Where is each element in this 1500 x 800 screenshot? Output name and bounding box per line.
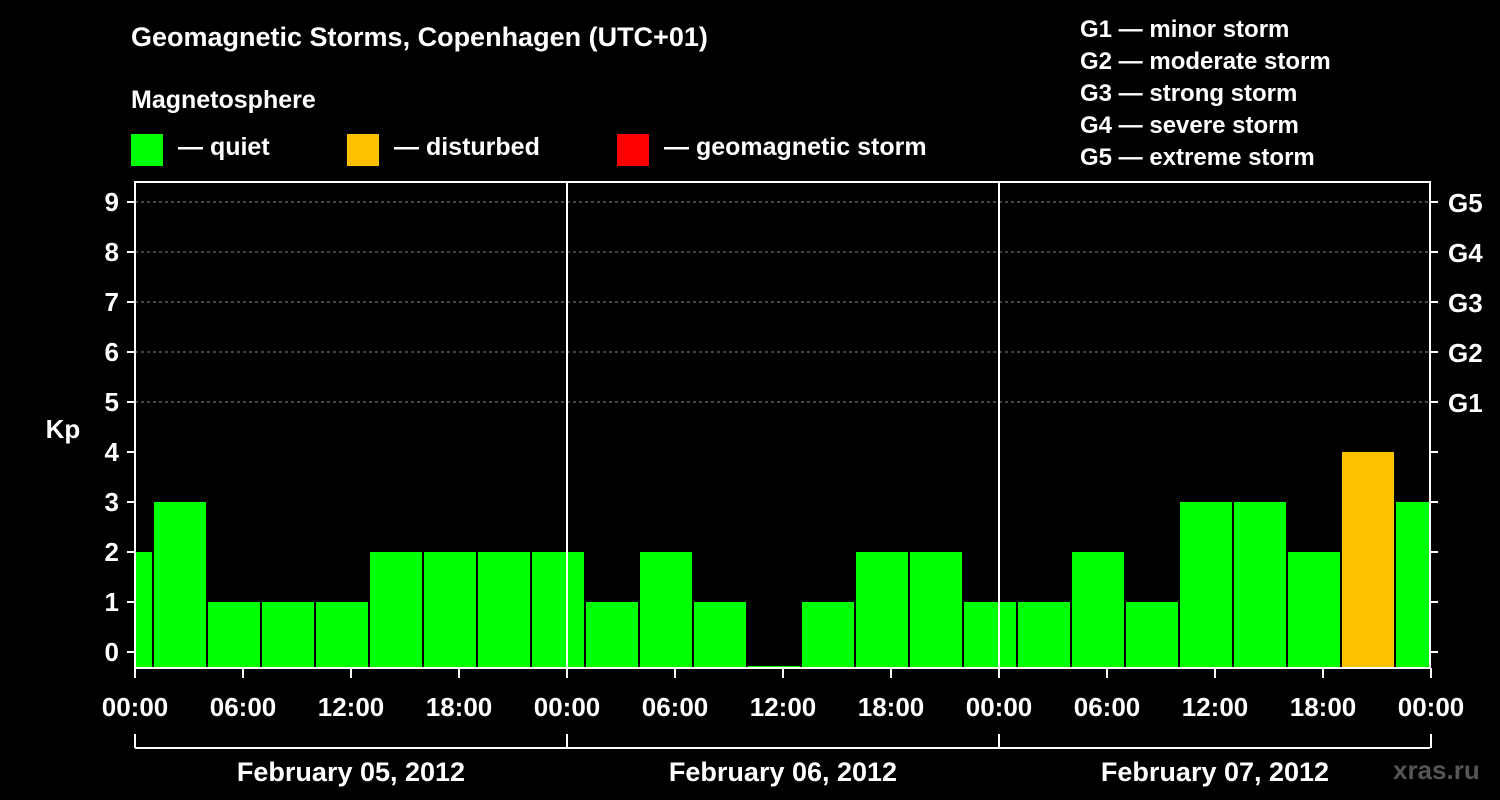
y-tick-label: 2 xyxy=(105,537,119,567)
y-tick-label: 7 xyxy=(105,287,119,317)
x-tick-label: 06:00 xyxy=(642,692,709,722)
day-label: February 05, 2012 xyxy=(237,757,465,787)
bar xyxy=(802,602,854,668)
bar xyxy=(964,602,1016,668)
storm-level-label: G5 xyxy=(1448,188,1483,218)
bar xyxy=(1342,452,1394,668)
storm-level-label: G4 xyxy=(1448,238,1483,268)
bar xyxy=(1288,552,1340,668)
y-tick-label: 1 xyxy=(105,587,119,617)
x-tick-label: 06:00 xyxy=(1074,692,1141,722)
grid-lines xyxy=(135,201,1430,403)
bar xyxy=(1126,602,1178,668)
x-tick-label: 12:00 xyxy=(750,692,817,722)
x-tick-label: 18:00 xyxy=(858,692,925,722)
day-label: February 06, 2012 xyxy=(669,757,897,787)
x-tick-label: 12:00 xyxy=(318,692,385,722)
legend-swatch-quiet xyxy=(131,134,163,166)
storm-level-label: G3 xyxy=(1448,288,1483,318)
bars xyxy=(136,452,1430,668)
y-tick-label: 0 xyxy=(105,637,119,667)
bar xyxy=(154,502,206,668)
y-tick-label: 4 xyxy=(105,437,120,467)
x-tick-label: 00:00 xyxy=(102,692,169,722)
storm-level-label: G2 xyxy=(1448,338,1483,368)
bar xyxy=(208,602,260,668)
x-tick-label: 12:00 xyxy=(1182,692,1249,722)
x-tick-label: 00:00 xyxy=(966,692,1033,722)
y-tick-label: 9 xyxy=(105,187,119,217)
x-tick-label: 18:00 xyxy=(426,692,493,722)
storm-legend-g2: G2 — moderate storm xyxy=(1080,48,1331,75)
watermark: xras.ru xyxy=(1393,755,1480,785)
x-tick-label: 00:00 xyxy=(1398,692,1465,722)
legend-label-disturbed: — disturbed xyxy=(394,133,540,161)
legend-subtitle: Magnetosphere xyxy=(131,86,316,114)
bar xyxy=(532,552,584,668)
x-tick-label: 00:00 xyxy=(534,692,601,722)
y-axis: 0 1 2 3 4 5 6 7 8 9 xyxy=(105,187,135,667)
y-tick-label: 8 xyxy=(105,237,119,267)
storm-legend-g1: G1 — minor storm xyxy=(1080,16,1290,43)
legend-label-quiet: — quiet xyxy=(178,133,270,161)
bar xyxy=(370,552,422,668)
storm-legend-g4: G4 — severe storm xyxy=(1080,112,1299,139)
bar xyxy=(478,552,530,668)
bar xyxy=(694,602,746,668)
storm-legend-g5: G5 — extreme storm xyxy=(1080,144,1315,171)
y-tick-label: 3 xyxy=(105,487,119,517)
bar xyxy=(424,552,476,668)
legend-swatch-disturbed xyxy=(347,134,379,166)
bar xyxy=(136,552,152,668)
chart-title: Geomagnetic Storms, Copenhagen (UTC+01) xyxy=(131,22,708,52)
bar xyxy=(1234,502,1286,668)
day-label: February 07, 2012 xyxy=(1101,757,1329,787)
bar xyxy=(1396,502,1430,668)
bar xyxy=(1180,502,1232,668)
legend-swatch-storm xyxy=(617,134,649,166)
bar xyxy=(1018,602,1070,668)
y-tick-label: 6 xyxy=(105,337,119,367)
bar xyxy=(1072,552,1124,668)
bar xyxy=(586,602,638,668)
bar xyxy=(316,602,368,668)
bar xyxy=(640,552,692,668)
storm-legend-g3: G3 — strong storm xyxy=(1080,80,1298,107)
bar xyxy=(856,552,908,668)
bar xyxy=(910,552,962,668)
storm-level-label: G1 xyxy=(1448,388,1483,418)
storm-axis: G1 G2 G3 G4 G5 xyxy=(1430,188,1483,653)
legend-label-storm: — geomagnetic storm xyxy=(664,133,927,161)
x-tick-label: 06:00 xyxy=(210,692,277,722)
y-axis-label: Kp xyxy=(46,414,81,444)
y-tick-label: 5 xyxy=(105,387,119,417)
x-axis: 00:00 06:00 12:00 18:00 00:00 06:00 12:00 18:00… xyxy=(102,668,1465,787)
bar xyxy=(262,602,314,668)
x-tick-label: 18:00 xyxy=(1290,692,1357,722)
